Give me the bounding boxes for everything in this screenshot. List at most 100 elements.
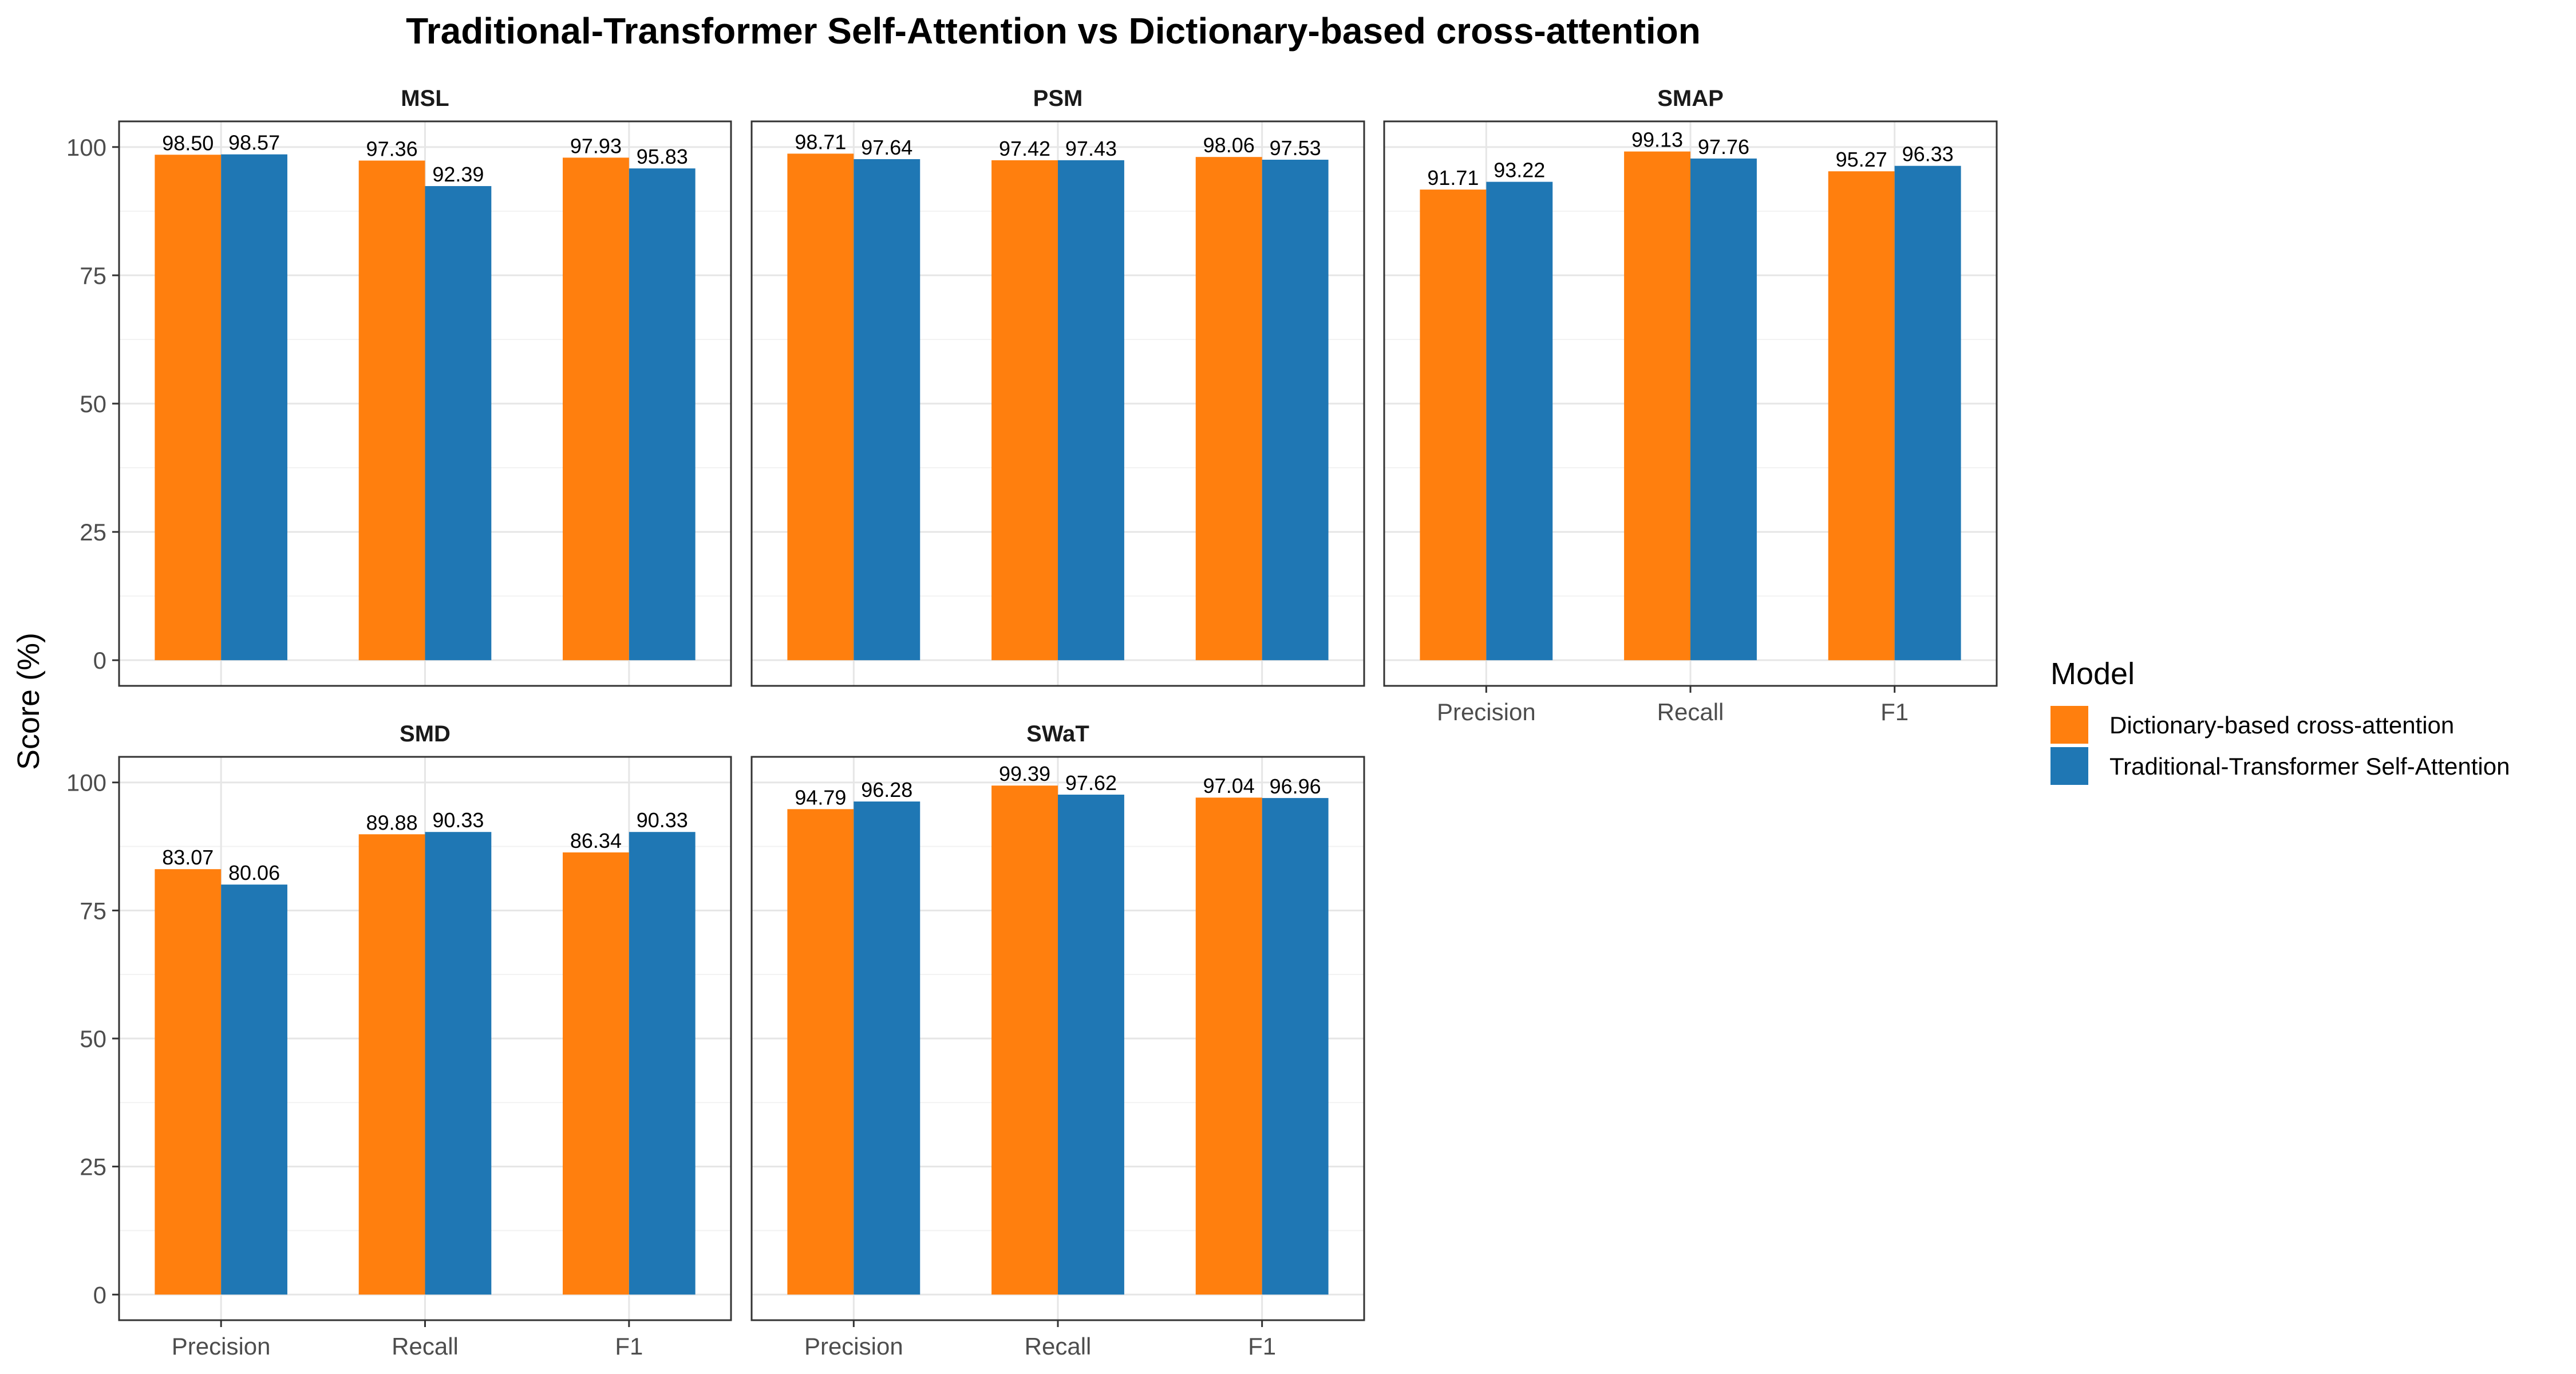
- bar-smd-recall-s0: [358, 834, 425, 1295]
- legend-label: Dictionary-based cross-attention: [2109, 712, 2454, 739]
- y-tick-label: 100: [66, 134, 106, 161]
- data-label: 97.64: [861, 136, 912, 159]
- data-label: 90.33: [637, 808, 688, 832]
- data-label: 97.42: [999, 137, 1050, 160]
- bar-psm-recall-s0: [991, 160, 1058, 661]
- bar-smap-recall-s1: [1690, 158, 1757, 661]
- bar-msl-recall-s1: [425, 186, 492, 661]
- data-label: 96.96: [1270, 775, 1321, 798]
- bar-swat-precision-s0: [787, 809, 854, 1295]
- y-tick-label: 0: [93, 647, 106, 674]
- data-label: 97.93: [570, 134, 622, 157]
- data-label: 97.62: [1065, 771, 1117, 795]
- bar-psm-recall-s1: [1058, 160, 1124, 661]
- bar-smap-precision-s1: [1486, 181, 1553, 661]
- panel-title-swat: SWaT: [1026, 721, 1089, 747]
- panel-border: [118, 120, 732, 687]
- panel-title-msl: MSL: [401, 86, 449, 111]
- data-label: 80.06: [228, 861, 280, 885]
- y-tick-label: 100: [66, 769, 106, 796]
- x-tick-label: Precision: [804, 1333, 903, 1360]
- data-label: 96.33: [1902, 143, 1954, 166]
- panel-smd: SMD 83.07 80.06 89.88 90.33 86.34 90.33 0 25 50 75…: [66, 721, 732, 1360]
- y-tick-label: 0: [93, 1281, 106, 1308]
- data-label: 97.04: [1203, 774, 1255, 797]
- bar-msl-f1-s0: [563, 157, 629, 661]
- data-label: 96.28: [861, 778, 912, 802]
- bar-swat-precision-s1: [854, 802, 920, 1295]
- data-label: 92.39: [432, 163, 484, 186]
- data-label: 98.06: [1203, 133, 1255, 157]
- y-axis-label: Score (%): [11, 633, 46, 770]
- bar-smd-f1-s1: [629, 832, 696, 1295]
- bar-smap-recall-s0: [1624, 151, 1690, 661]
- panel-msl: MSL 98.50 98.57 97.36 92.39 97.93 95.83 0 25 50 75…: [66, 86, 732, 687]
- y-tick-label: 75: [80, 262, 106, 289]
- data-label: 91.71: [1427, 166, 1479, 189]
- data-label: 90.33: [432, 808, 484, 832]
- panel-title-smap: SMAP: [1657, 86, 1724, 111]
- legend-swatch: [2050, 747, 2088, 785]
- data-label: 97.53: [1270, 136, 1321, 160]
- data-label: 93.22: [1494, 159, 1545, 182]
- panel-border: [750, 756, 1365, 1321]
- bar-smd-precision-s1: [221, 885, 287, 1295]
- bar-swat-recall-s0: [991, 785, 1058, 1295]
- bar-psm-f1-s1: [1262, 159, 1329, 661]
- legend-swatch: [2050, 706, 2088, 744]
- legend-label: Traditional-Transformer Self-Attention: [2109, 753, 2510, 780]
- data-label: 95.83: [637, 145, 688, 168]
- data-label: 89.88: [366, 811, 418, 834]
- y-tick-label: 25: [80, 519, 106, 546]
- facet-panels: MSL 98.50 98.57 97.36 92.39 97.93 95.83 0 25 50 75…: [66, 86, 1998, 1360]
- bar-smd-f1-s0: [563, 852, 629, 1295]
- x-tick-label: Precision: [1437, 698, 1536, 725]
- data-label: 98.57: [228, 131, 280, 155]
- bar-smd-recall-s1: [425, 832, 492, 1295]
- panel-title-smd: SMD: [400, 721, 451, 747]
- bar-smap-precision-s0: [1420, 189, 1487, 661]
- data-label: 97.43: [1065, 137, 1117, 160]
- panel-smap: SMAP 91.71 93.22 99.13 97.76 95.27 96.33 Precis…: [1383, 86, 1998, 725]
- bar-smap-f1-s1: [1894, 165, 1961, 661]
- legend-item-0: Dictionary-based cross-attention: [2050, 706, 2454, 744]
- panel-border: [750, 120, 1365, 687]
- legend-item-1: Traditional-Transformer Self-Attention: [2050, 747, 2510, 785]
- y-tick-label: 25: [80, 1154, 106, 1180]
- bar-swat-recall-s1: [1058, 795, 1124, 1295]
- data-label: 98.50: [162, 131, 214, 155]
- data-label: 86.34: [570, 829, 622, 852]
- bar-msl-precision-s0: [155, 155, 222, 661]
- y-tick-label: 75: [80, 897, 106, 924]
- legend: Model Dictionary-based cross-attention Tra…: [2050, 657, 2510, 785]
- x-tick-label: Recall: [1025, 1333, 1092, 1360]
- x-tick-label: F1: [615, 1333, 643, 1360]
- bar-msl-recall-s0: [358, 160, 425, 661]
- y-tick-label: 50: [80, 390, 106, 417]
- data-label: 98.71: [795, 130, 846, 153]
- panel-border: [118, 756, 732, 1321]
- bar-swat-f1-s0: [1195, 797, 1262, 1295]
- bar-msl-precision-s1: [221, 154, 287, 661]
- data-label: 97.76: [1698, 135, 1749, 159]
- x-tick-label: Recall: [1657, 698, 1724, 725]
- x-tick-label: F1: [1880, 698, 1909, 725]
- data-label: 83.07: [162, 846, 214, 869]
- bar-swat-f1-s1: [1262, 797, 1329, 1295]
- y-tick-label: 50: [80, 1025, 106, 1052]
- x-tick-label: F1: [1248, 1333, 1276, 1360]
- panel-psm: PSM 98.71 97.64 97.42 97.43 98.06 97.53: [750, 86, 1365, 687]
- data-label: 99.39: [999, 762, 1050, 785]
- legend-title: Model: [2050, 657, 2135, 691]
- x-tick-label: Precision: [172, 1333, 271, 1360]
- chart-title: Traditional-Transformer Self-Attention v…: [406, 10, 1701, 52]
- data-label: 97.36: [366, 137, 418, 160]
- bar-psm-f1-s0: [1195, 157, 1262, 661]
- bar-smap-f1-s0: [1828, 171, 1895, 661]
- panel-swat: SWaT 94.79 96.28 99.39 97.62 97.04 96.96 Precis…: [750, 721, 1365, 1360]
- data-label: 95.27: [1836, 148, 1887, 171]
- data-label: 94.79: [795, 785, 846, 809]
- panel-border: [1383, 120, 1998, 687]
- bar-msl-f1-s1: [629, 168, 696, 661]
